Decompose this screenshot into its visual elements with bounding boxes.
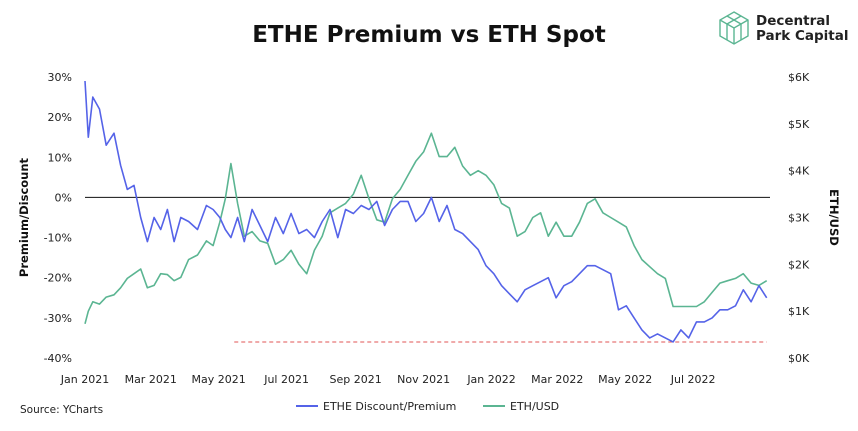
y-right-tick-label: $3K	[788, 212, 810, 225]
x-tick-label: Nov 2021	[397, 373, 450, 386]
x-tick-label: Mar 2021	[125, 373, 177, 386]
x-tick-label: Jul 2022	[670, 373, 716, 386]
eth-price-series-line	[84, 132, 768, 325]
y-left-tick-label: 10%	[48, 151, 72, 164]
y-right-tick-label: $0K	[788, 352, 810, 365]
premium-series-line	[84, 80, 768, 343]
y-right-tick-label: $5K	[788, 118, 810, 131]
y-left-tick-label: 20%	[48, 111, 72, 124]
x-tick-label: May 2022	[598, 373, 652, 386]
x-tick-label: Jan 2021	[60, 373, 109, 386]
y-right-tick-label: $2K	[788, 258, 810, 271]
legend-premium-label: ETHE Discount/Premium	[323, 400, 456, 413]
x-tick-label: Jan 2022	[466, 373, 515, 386]
brand-name: Decentral Park Capital	[756, 14, 848, 44]
y-right-axis-title: ETH/USD	[827, 189, 841, 246]
x-tick-label: Mar 2022	[531, 373, 583, 386]
x-tick-label: Sep 2021	[330, 373, 382, 386]
y-left-tick-label: 30%	[48, 71, 72, 84]
cube-logo-icon	[719, 11, 749, 45]
y-left-tick-label: -40%	[44, 352, 72, 365]
source-note: Source: YCharts	[20, 404, 104, 416]
brand-line-2: Park Capital	[756, 28, 849, 44]
y-right-tick-label: $4K	[788, 165, 810, 178]
y-left-tick-label: -20%	[44, 272, 72, 285]
chart-title: ETHE Premium vs ETH Spot	[252, 22, 606, 48]
x-tick-label: May 2021	[192, 373, 246, 386]
y-left-axis-title: Premium/Discount	[17, 157, 31, 277]
x-tick-label: Jul 2021	[263, 373, 309, 386]
y-left-tick-label: -10%	[44, 232, 72, 245]
y-left-tick-label: 0%	[55, 191, 72, 204]
y-right-tick-label: $6K	[788, 71, 810, 84]
y-left-tick-label: -30%	[44, 312, 72, 325]
y-right-tick-label: $1K	[788, 305, 810, 318]
brand-line-1: Decentral	[756, 13, 830, 29]
legend-eth-label: ETH/USD	[510, 400, 559, 413]
